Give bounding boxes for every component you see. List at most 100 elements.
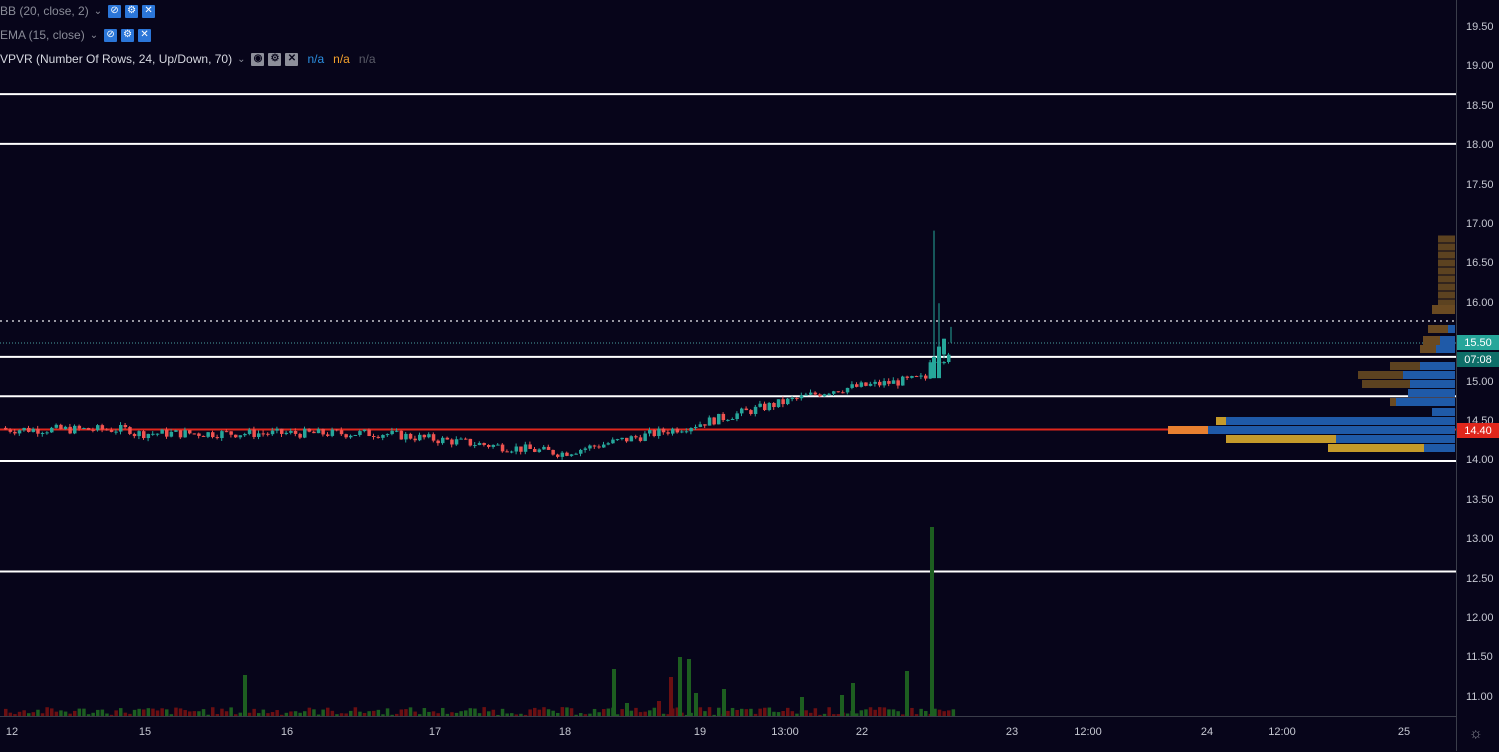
candle-body [629, 436, 634, 442]
candle-body [804, 394, 808, 396]
candle-body [183, 430, 187, 438]
chevron-down-icon[interactable]: ⌄ [237, 53, 246, 65]
volume-profile-up-bar [1420, 362, 1455, 370]
candle-body [178, 430, 183, 438]
volume-bar [238, 712, 243, 717]
candle-body [919, 375, 923, 377]
close-icon[interactable]: ✕ [142, 4, 156, 18]
candle-body [27, 427, 31, 432]
candle-body [459, 438, 463, 440]
volume-bar [142, 709, 146, 717]
price-tick: 12.50 [1466, 572, 1494, 585]
candle-body [832, 391, 836, 394]
candle-body [312, 431, 316, 434]
candle-body [275, 428, 279, 431]
candle-body [385, 434, 390, 436]
volume-bar [303, 711, 307, 717]
volume-bar [678, 657, 682, 717]
volume-bar [261, 709, 266, 717]
candle-body [776, 399, 781, 408]
volume-bar [404, 709, 408, 717]
chevron-down-icon[interactable]: ⌄ [89, 29, 99, 41]
volume-bar [813, 708, 818, 717]
gear-icon[interactable]: ⚙ [125, 4, 139, 18]
gear-icon[interactable]: ⚙ [121, 28, 135, 42]
candle-body [868, 383, 873, 386]
candle-body [790, 398, 795, 400]
time-tick: 15 [138, 726, 152, 738]
volume-bar [252, 708, 256, 717]
price-tick: 14.00 [1466, 454, 1494, 467]
candle-body [220, 431, 224, 439]
candle-body [569, 454, 574, 456]
candle-body [280, 428, 284, 434]
candle-body [123, 425, 128, 428]
volume-bar [836, 714, 841, 717]
volume-bar [937, 709, 942, 717]
candle-body [441, 437, 445, 444]
volume-profile-up-bar [1336, 435, 1455, 443]
volume-bar [151, 708, 155, 717]
volume-bar [473, 708, 477, 717]
candle-body [86, 427, 91, 430]
candle-body [224, 431, 229, 433]
candle-body [855, 384, 859, 387]
eye-off-icon[interactable]: ⊘ [104, 28, 118, 42]
volume-bar [698, 707, 703, 717]
eye-off-icon[interactable]: ⊘ [108, 4, 122, 18]
chevron-down-icon[interactable]: ⌄ [93, 5, 103, 17]
volume-bar [344, 713, 348, 717]
candle-body [137, 431, 141, 437]
volume-bar [183, 710, 187, 717]
volume-bar [234, 714, 238, 717]
candle-body [427, 434, 431, 438]
volume-bar [717, 707, 721, 717]
candle-body [638, 437, 643, 441]
price-tick: 11.00 [1466, 690, 1493, 703]
volume-bar [45, 707, 49, 717]
volume-bar [454, 712, 459, 717]
candle-body [786, 398, 790, 405]
candle-body [643, 433, 647, 441]
candle-body [781, 399, 785, 405]
candle-body [404, 433, 408, 440]
time-axis[interactable] [0, 716, 1456, 752]
settings-gear-icon[interactable]: ☼ [1469, 725, 1483, 742]
volume-profile-up-bar [1448, 325, 1455, 333]
volume-bar [574, 714, 578, 717]
price-axis[interactable] [1456, 0, 1499, 751]
volume-bar [657, 701, 661, 717]
gear-icon[interactable]: ⚙ [268, 52, 282, 66]
close-icon[interactable]: ✕ [138, 28, 152, 42]
volume-bar [606, 708, 611, 717]
volume-bar [390, 714, 394, 717]
candle-body [399, 430, 404, 440]
volume-bar [247, 712, 252, 717]
time-tick: 12:00 [1268, 726, 1296, 738]
time-tick: 17 [428, 726, 442, 738]
candle-body [698, 424, 703, 427]
candle-body [372, 436, 376, 438]
candle-body [611, 439, 615, 444]
volume-bar [840, 695, 844, 717]
candle-body [261, 433, 266, 435]
price-tick: 18.00 [1466, 139, 1494, 152]
volume-bar [422, 708, 427, 717]
candle-body [625, 437, 629, 442]
volume-bar [786, 707, 790, 717]
vpvr-down-value: n/a [333, 52, 350, 66]
candle-body [942, 338, 946, 355]
price-tick: 13.00 [1466, 533, 1494, 546]
candle-body [77, 425, 82, 429]
price-tick: 12.00 [1466, 612, 1494, 624]
eye-icon[interactable]: ◉ [251, 52, 265, 66]
candle-body [270, 430, 275, 435]
candle-body [574, 453, 578, 455]
candle-body [666, 432, 670, 434]
volume-bar [431, 711, 436, 717]
candle-body [436, 440, 440, 444]
close-icon[interactable]: ✕ [285, 52, 299, 66]
candle-body [450, 439, 454, 445]
volume-bar [588, 713, 592, 717]
